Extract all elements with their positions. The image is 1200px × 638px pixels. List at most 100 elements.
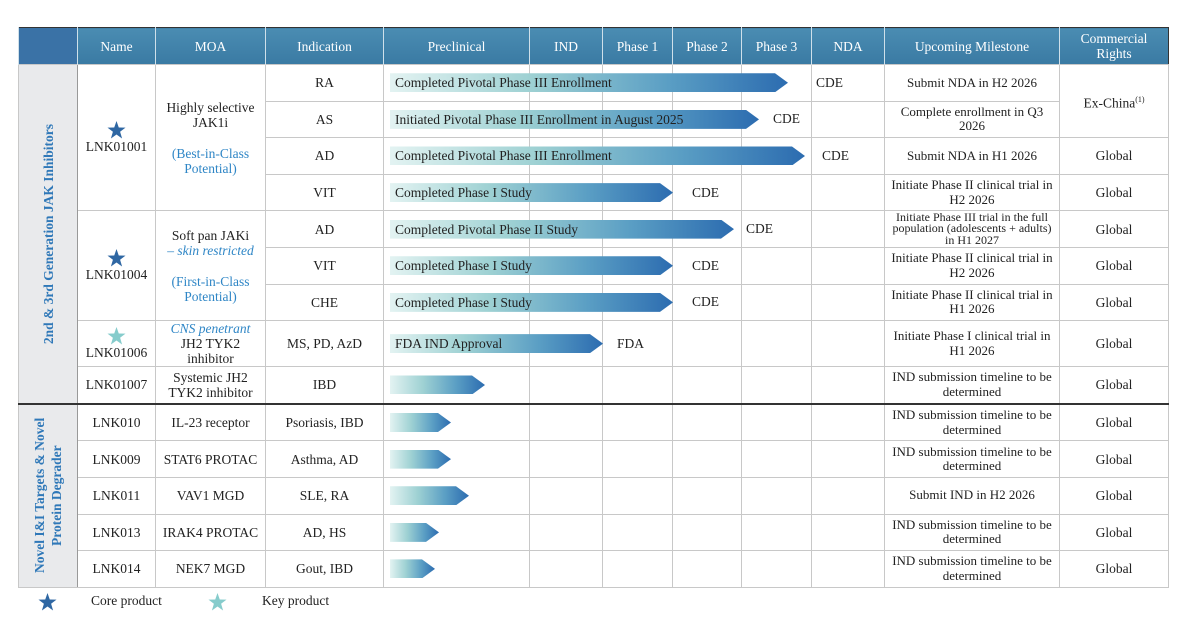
progress-bar xyxy=(390,523,439,542)
header-cell: Phase 2 xyxy=(672,27,742,65)
header-cell: Phase 3 xyxy=(741,27,812,65)
text: Soft pan JAKi xyxy=(171,227,250,243)
header-cell: Indication xyxy=(265,27,384,65)
text: (Best-in-Class Potential) xyxy=(171,145,250,176)
table-cell xyxy=(672,366,742,405)
group-label: Novel I&I Targets & Novel Protein Degrad… xyxy=(32,418,64,574)
table-cell: LNK01004 xyxy=(77,210,156,322)
element: Name MOA Indication Preclinical IND Phase 1 Ph… xyxy=(18,27,1169,588)
progress-bar: Completed Phase I Study xyxy=(390,183,673,202)
table-cell: Global xyxy=(1059,402,1169,442)
table-cell xyxy=(383,476,530,515)
text: – skin restricted xyxy=(167,242,254,258)
table-cell: Global xyxy=(1059,246,1169,285)
table-cell xyxy=(811,173,885,212)
table-cell xyxy=(529,550,603,588)
table-cell xyxy=(741,402,812,442)
table-cell xyxy=(383,513,530,552)
progress-bar: Completed Pivotal Phase III Enrollment xyxy=(390,146,805,165)
progress-bar: Completed Pivotal Phase III Enrollment xyxy=(390,73,788,92)
table-cell: LNK011 xyxy=(77,476,156,515)
table-cell xyxy=(811,550,885,588)
header-cell: NDA xyxy=(811,27,885,65)
table-row: AS Initiated Pivotal Phase III Enrollmen… xyxy=(19,100,1169,139)
table-cell xyxy=(741,246,812,285)
table-cell: Completed Phase I Study CDE xyxy=(383,283,719,322)
table-cell: Systemic JH2 TYK2 inhibitor xyxy=(155,366,266,405)
table-cell: Submit NDA in H2 2026 xyxy=(884,64,1060,102)
table-cell xyxy=(741,173,812,212)
table-cell: IND submission timeline to be determined xyxy=(884,440,1060,478)
agency-label: CDE xyxy=(746,221,773,237)
table-cell: Initiate Phase II clinical trial in H2 2… xyxy=(884,173,1060,212)
text: LNK01004 xyxy=(81,249,152,282)
progress-bar: Completed Phase I Study xyxy=(390,293,673,312)
table-cell: Completed Pivotal Phase II Study CDE xyxy=(383,210,773,248)
text: LNK01004 xyxy=(85,267,148,283)
table-cell: Global xyxy=(1059,173,1169,212)
table-cell: IND submission timeline to be determined xyxy=(884,402,1060,442)
group-label: 2nd & 3rd Generation JAK Inhibitors xyxy=(40,123,56,344)
table-cell xyxy=(529,476,603,515)
progress-bar xyxy=(390,413,451,432)
table-cell: LNK009 xyxy=(77,440,156,478)
header-cell: Name xyxy=(77,27,156,65)
table-cell: LNK013 xyxy=(77,513,156,552)
progress-bar: Completed Phase I Study xyxy=(390,256,673,275)
text: CNS penetrant xyxy=(170,321,251,337)
header-cell: Commercial Rights xyxy=(1059,27,1169,65)
table-cell: Global xyxy=(1059,283,1169,322)
table-row: LNK013 IRAK4 PROTAC AD, HS IND submission … xyxy=(19,513,1169,552)
table-cell: Completed Pivotal Phase III Enrollment CD… xyxy=(383,137,849,175)
progress-bar: Completed Pivotal Phase II Study xyxy=(390,220,734,239)
table-cell xyxy=(811,440,885,478)
progress-bar: FDA IND Approval xyxy=(390,334,603,353)
table-cell: AS xyxy=(265,100,384,139)
text: Highly selective JAK1i xyxy=(166,99,255,130)
table-cell xyxy=(741,476,812,515)
text xyxy=(159,130,262,146)
table-cell: IND submission timeline to be determined xyxy=(884,550,1060,588)
table-cell: Complete enrollment in Q3 2026 xyxy=(884,100,1060,139)
table-cell xyxy=(672,402,742,442)
header-row: Name MOA Indication Preclinical IND Phase 1 Ph… xyxy=(18,27,1169,65)
table-cell: MS, PD, AzD xyxy=(265,320,384,368)
table-cell xyxy=(672,283,742,322)
pipeline-table: Name MOA Indication Preclinical IND Phase 1 Ph… xyxy=(18,27,1169,588)
text: LNK01006 xyxy=(81,327,152,360)
header-cell xyxy=(18,27,78,65)
table-cell: Soft pan JAKi – skin restricted (First-in-… xyxy=(155,210,266,322)
table-cell xyxy=(811,402,885,442)
table-cell xyxy=(741,440,812,478)
table-cell xyxy=(811,100,885,139)
table-cell: Global xyxy=(1059,550,1169,588)
table-cell: Completed Phase I Study CDE xyxy=(383,246,719,285)
text: (First-in-Class Potential) xyxy=(171,273,250,304)
text: JH2 TYK2 inhibitor xyxy=(180,336,241,367)
table-cell xyxy=(672,476,742,515)
table-cell: CHE xyxy=(265,283,384,322)
star-shape xyxy=(107,249,126,267)
table-cell: VIT xyxy=(265,173,384,212)
table-cell: Ex-China(1) xyxy=(1059,63,1169,139)
table-cell: VAV1 MGD xyxy=(155,476,266,515)
agency-label: CDE xyxy=(816,74,843,90)
table-row: AD Completed Pivotal Phase III Enrollmen… xyxy=(19,137,1169,175)
agency-label: FDA xyxy=(617,335,645,351)
table-cell: Global xyxy=(1059,476,1169,515)
legend-label: Core product xyxy=(91,593,162,608)
table-cell xyxy=(602,402,673,442)
table-row: LNK01006 CNS penetrant JH2 TYK2 inhibito… xyxy=(19,320,1169,368)
star-icon xyxy=(107,121,126,139)
table-cell xyxy=(529,402,603,442)
text: Ex-China xyxy=(1083,95,1136,111)
table-cell xyxy=(811,137,885,175)
table-cell xyxy=(741,320,812,368)
table-cell: LNK01001 xyxy=(77,63,156,212)
agency-label: CDE xyxy=(773,111,800,127)
table-cell xyxy=(602,513,673,552)
table-cell: AD, HS xyxy=(265,513,384,552)
table-cell xyxy=(741,283,812,322)
table-row: LNK01004 Soft pan JAKi – skin restricted (… xyxy=(19,210,1169,322)
